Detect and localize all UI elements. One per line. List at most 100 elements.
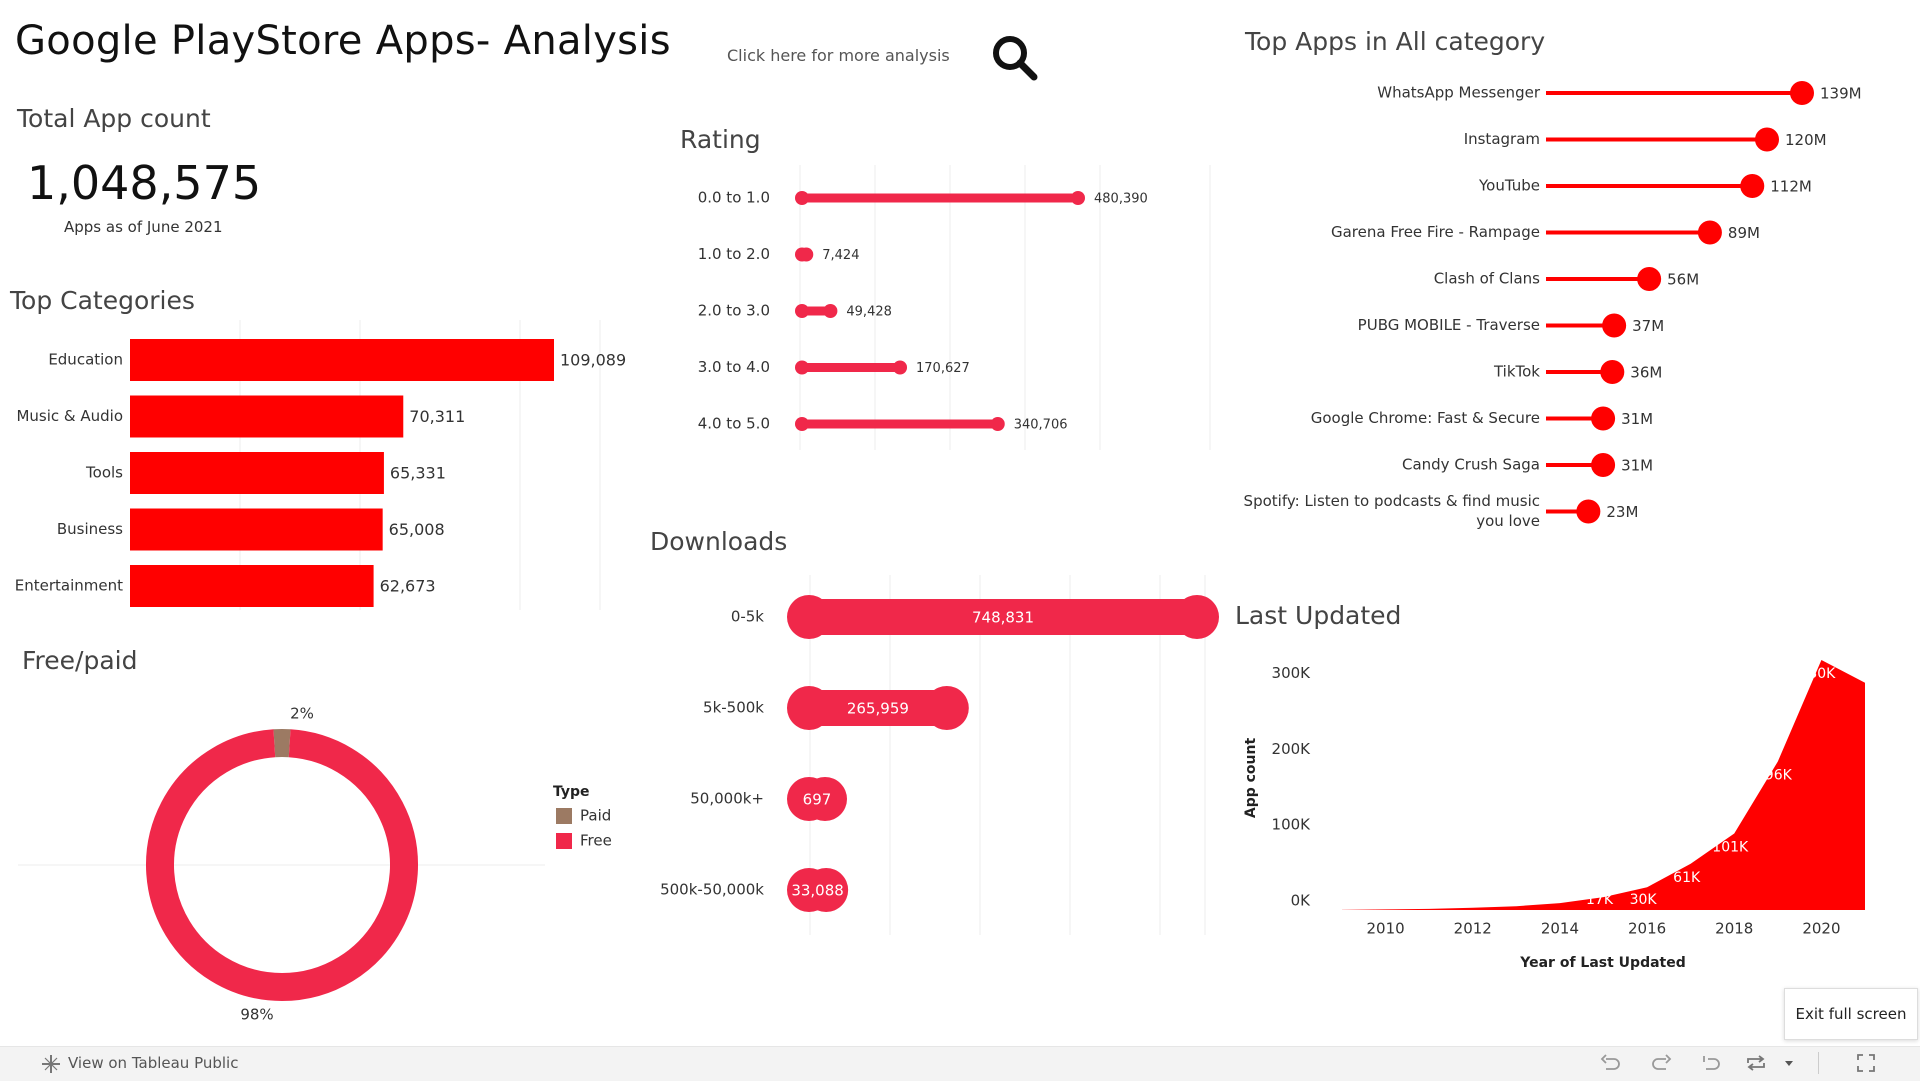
top-categories-title: Top Categories [10,286,195,315]
top-apps-chart: WhatsApp Messenger 139M Instagram 120M YouTu… [1220,70,1920,540]
point-label: 330K [1799,666,1836,682]
rating-label: 2.0 to 3.0 [698,302,770,320]
rating-title: Rating [680,125,761,154]
legend-title: Type [553,784,590,800]
app-label: YouTube [1478,177,1540,195]
value-label: 480,390 [1094,192,1148,207]
value-label: 70,311 [409,407,465,426]
category-label: Entertainment [15,577,123,595]
lollipop-dot [1600,360,1624,384]
lollipop-dot [1755,128,1779,152]
dumbbell-start [787,686,831,730]
lollipop-start [795,304,809,318]
y-tick-label: 0K [1291,892,1312,910]
legend-swatch [556,833,572,849]
undo-icon[interactable] [1600,1052,1622,1074]
downloads-label: 0-5k [731,608,764,626]
value-label: 56M [1667,271,1699,289]
value-label: 23M [1606,503,1638,521]
revert-icon[interactable] [1700,1052,1722,1074]
value-label: 139M [1820,85,1862,103]
app-label: Instagram [1464,130,1540,148]
point-label: 101K [1712,839,1749,855]
value-label: 120M [1785,131,1827,149]
category-label: Music & Audio [16,407,123,425]
lollipop-dot [1637,267,1661,291]
footer-toolbar [0,1046,1920,1081]
redo-icon[interactable] [1650,1052,1672,1074]
app-label: Clash of Clans [1434,270,1540,288]
value-label: 340,706 [1014,418,1068,433]
app-label: WhatsApp Messenger [1377,84,1541,102]
total-app-count-subtitle: Apps as of June 2021 [64,218,223,236]
y-tick-label: 100K [1272,816,1312,834]
lollipop-dot [1576,500,1600,524]
lollipop-dot [1740,174,1764,198]
value-label: 697 [803,791,832,809]
value-label: 112M [1770,178,1812,196]
rating-label: 1.0 to 2.0 [698,245,770,263]
toolbar-divider [1818,1052,1819,1074]
point-label: 17K [1586,892,1614,908]
value-label: 49,428 [846,305,892,320]
lollipop-end [823,304,837,318]
value-label: 37M [1632,317,1664,335]
area-series [1342,660,1865,910]
share-icon[interactable] [1745,1052,1767,1074]
value-label: 89M [1728,224,1760,242]
dumbbell-end [925,686,969,730]
value-label: 170,627 [916,361,970,376]
x-tick-label: 2016 [1628,920,1666,938]
downloads-title: Downloads [650,527,787,556]
bar [130,396,403,438]
lollipop-dot [1591,407,1615,431]
top-apps-title: Top Apps in All category [1245,27,1545,56]
lollipop-start [795,191,809,205]
x-axis-title: Year of Last Updated [1519,955,1686,971]
total-app-count-title: Total App count [17,104,211,133]
point-label: 196K [1756,768,1793,784]
downloads-label: 50,000k+ [690,790,764,808]
last-updated-title: Last Updated [1235,601,1401,630]
lollipop-end [1071,191,1085,205]
slice-label: 2% [290,705,314,723]
y-tick-label: 300K [1272,664,1312,682]
category-label: Education [48,351,123,369]
lollipop-end [893,361,907,375]
lollipop-start [795,361,809,375]
fullscreen-icon[interactable] [1855,1052,1877,1074]
value-label: 7,424 [822,248,859,263]
top-categories-chart: Education 109,089 Music & Audio 70,311 Tools… [0,315,640,620]
more-analysis-link[interactable]: Click here for more analysis [727,46,950,65]
x-tick-label: 2018 [1715,920,1753,938]
app-label: Candy Crush Saga [1402,456,1540,474]
search-icon[interactable] [990,33,1040,83]
point-label: 30K [1630,892,1658,908]
value-label: 109,089 [560,351,626,370]
value-label: 36M [1630,364,1662,382]
view-on-tableau-link[interactable]: View on Tableau Public [68,1054,238,1072]
rating-label: 4.0 to 5.0 [698,415,770,433]
lollipop-start [795,417,809,431]
app-label: Spotify: Listen to podcasts & find music [1244,492,1540,510]
tableau-logo-icon [40,1053,62,1075]
legend-swatch [556,808,572,824]
free-paid-title: Free/paid [22,646,137,675]
dropdown-icon[interactable] [1778,1052,1800,1074]
dumbbell-start [787,595,831,639]
x-tick-label: 2010 [1366,920,1404,938]
slice-label: 98% [240,1006,273,1024]
bar [130,509,383,551]
lollipop-end [991,417,1005,431]
value-label: 748,831 [972,609,1034,627]
exit-fullscreen-button[interactable]: Exit full screen [1784,988,1918,1040]
total-app-count-value: 1,048,575 [27,156,261,210]
lollipop-end [799,248,813,262]
y-tick-label: 200K [1272,740,1312,758]
category-label: Tools [85,464,123,482]
value-label: 31M [1621,410,1653,428]
value-label: 65,331 [390,464,446,483]
lollipop-dot [1790,81,1814,105]
